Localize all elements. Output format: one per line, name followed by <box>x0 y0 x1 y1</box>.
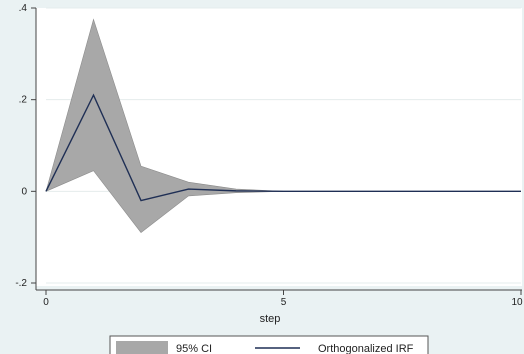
y-tick-label-0: -.2 <box>15 278 27 289</box>
axes: -.2 0 .2 .4 0 5 10 <box>15 3 523 308</box>
y-tick-label-1: 0 <box>21 186 27 197</box>
y-tick-label-3: .4 <box>19 3 28 14</box>
x-tick-label-2: 10 <box>511 297 523 308</box>
x-axis-title: step <box>260 313 281 325</box>
legend-irf-label: Orthogonalized IRF <box>318 343 414 354</box>
legend: 95% CI Orthogonalized IRF <box>109 335 429 354</box>
legend-ci-swatch <box>116 341 168 354</box>
series-layer <box>45 18 521 234</box>
irf-line <box>45 93 521 202</box>
x-tick-label-1: 5 <box>281 297 287 308</box>
legend-ci-label: 95% CI <box>176 343 212 354</box>
x-tick-label-0: 0 <box>43 297 49 308</box>
legend-box <box>109 335 429 354</box>
ci-band <box>45 18 521 234</box>
y-tick-label-2: .2 <box>19 95 28 106</box>
